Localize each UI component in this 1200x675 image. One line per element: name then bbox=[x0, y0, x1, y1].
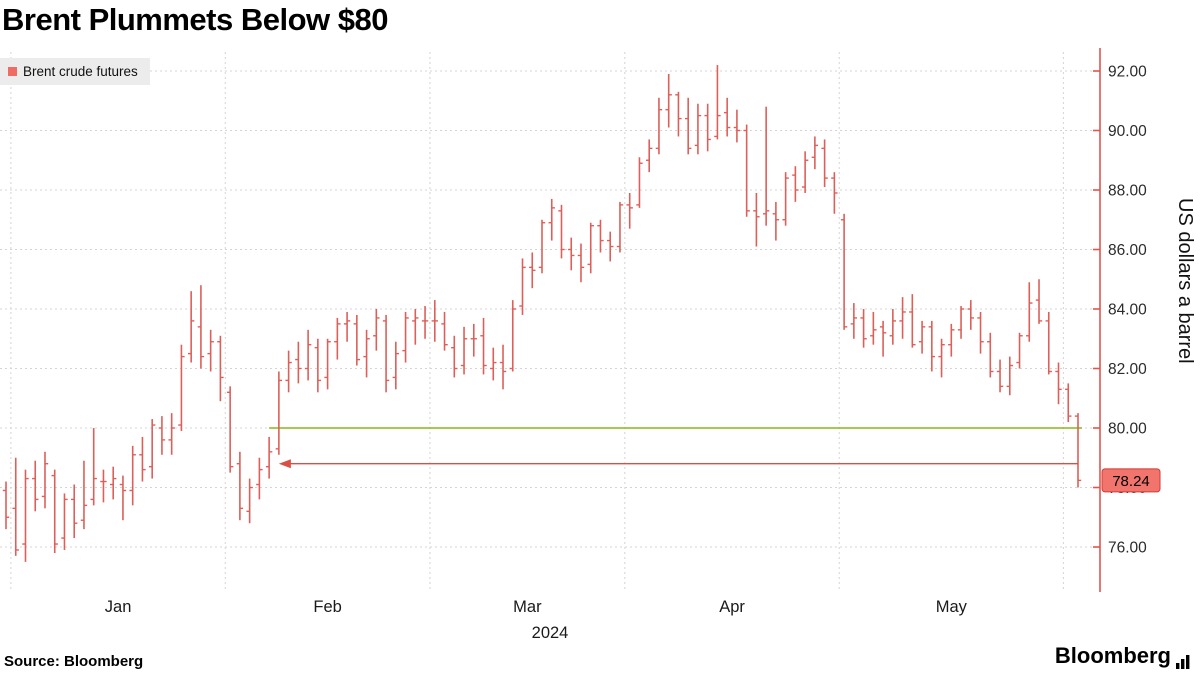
svg-text:Jan: Jan bbox=[105, 598, 132, 616]
svg-text:88.00: 88.00 bbox=[1108, 183, 1147, 200]
bloomberg-terminal-icon bbox=[1176, 655, 1190, 669]
svg-text:86.00: 86.00 bbox=[1108, 242, 1147, 259]
bloomberg-wordmark: Bloomberg bbox=[1054, 643, 1171, 668]
svg-text:2024: 2024 bbox=[532, 624, 569, 642]
svg-text:80.00: 80.00 bbox=[1108, 421, 1147, 438]
svg-text:92.00: 92.00 bbox=[1108, 64, 1147, 81]
legend: Brent crude futures bbox=[0, 58, 150, 85]
svg-text:78.24: 78.24 bbox=[1112, 473, 1150, 490]
y-axis-title: US dollars a barrel bbox=[1174, 198, 1196, 364]
legend-label: Brent crude futures bbox=[23, 64, 138, 79]
svg-text:84.00: 84.00 bbox=[1108, 302, 1147, 319]
svg-text:May: May bbox=[936, 598, 968, 616]
chart-title: Brent Plummets Below $80 bbox=[2, 2, 388, 37]
bloomberg-logo: Bloomberg bbox=[1055, 643, 1190, 669]
source-note: Source: Bloomberg bbox=[4, 653, 144, 670]
legend-marker-icon bbox=[8, 67, 17, 76]
svg-text:90.00: 90.00 bbox=[1108, 123, 1147, 140]
svg-text:76.00: 76.00 bbox=[1108, 540, 1147, 557]
svg-text:Apr: Apr bbox=[719, 598, 745, 616]
svg-text:Feb: Feb bbox=[313, 598, 341, 616]
svg-text:82.00: 82.00 bbox=[1108, 361, 1147, 378]
svg-text:Mar: Mar bbox=[513, 598, 542, 616]
